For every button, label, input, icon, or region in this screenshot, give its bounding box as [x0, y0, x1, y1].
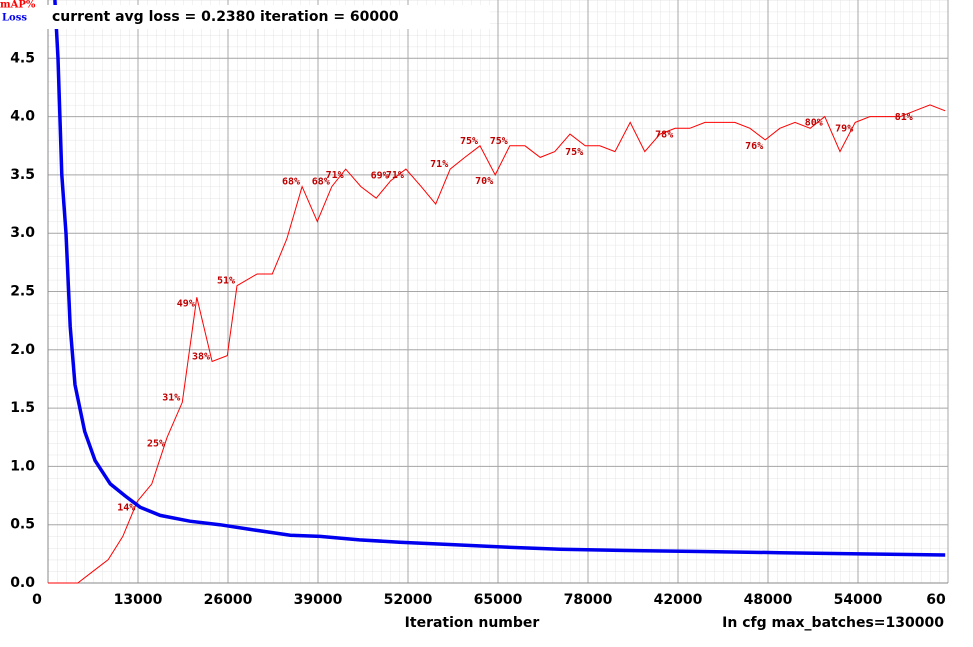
x-tick-label: 52000 [384, 592, 433, 608]
data-label: 71% [386, 170, 404, 181]
y-tick-label: 3.0 [10, 225, 35, 241]
data-label: 49% [177, 298, 195, 309]
x-tick-label: 42000 [654, 592, 703, 608]
y-tick-label: 1.0 [10, 458, 35, 474]
data-label: 79% [835, 123, 853, 134]
x-tick-label: 54000 [834, 592, 883, 608]
data-label: 31% [162, 392, 180, 403]
y-tick-label: 2.0 [10, 342, 35, 358]
data-label: 78% [655, 129, 673, 140]
data-label: 68% [312, 177, 330, 188]
y-tick-label: 0.5 [10, 517, 35, 533]
legend-label: Loss [2, 13, 27, 24]
data-label: 75% [565, 147, 583, 158]
y-tick-label: 4.0 [10, 109, 35, 125]
y-tick-label: 0.0 [10, 575, 35, 591]
data-label: 80% [805, 118, 823, 129]
x-tick-label: 60 [926, 592, 946, 608]
header-box [47, 5, 490, 29]
data-label: 70% [475, 176, 493, 187]
data-label: 81% [895, 112, 913, 123]
y-tick-label: 3.5 [10, 167, 35, 183]
data-label: 76% [745, 141, 763, 152]
data-label: 14% [117, 502, 135, 513]
data-label: 68% [282, 177, 300, 188]
footer: In cfg max_batches=130000 [722, 615, 944, 631]
marks: 14%25%31%49%38%51%68% 68%71% 69%71%71%75%7… [48, 0, 946, 584]
y-tick-label: 4.5 [10, 50, 35, 66]
data-label: 71% [326, 170, 344, 181]
data-label: 71% [430, 159, 448, 170]
x-tick-label: 13000 [114, 592, 163, 608]
x-tick-label: 39000 [294, 592, 343, 608]
data-label: 69% [371, 171, 389, 182]
series-line [48, 104, 946, 584]
header: current avg loss = 0.2380 iteration = 60… [52, 9, 399, 25]
x-axis-title: Iteration number [405, 615, 540, 631]
x-tick-label: 65000 [474, 592, 523, 608]
x-tick-label: 48000 [744, 592, 793, 608]
data-label: 51% [217, 276, 235, 287]
grid [47, 0, 949, 584]
data-label: 25% [147, 438, 165, 449]
y-tick-label: 1.5 [10, 400, 35, 416]
series-line [53, 0, 946, 557]
x-tick-label: 0 [32, 592, 42, 608]
legend-label: mAP% [0, 0, 36, 11]
data-label: 75% [490, 136, 508, 147]
x-tick-label: 26000 [204, 592, 253, 608]
data-label: 75% [460, 136, 478, 147]
x-tick-label: 78000 [564, 592, 613, 608]
y-tick-label: 2.5 [10, 284, 35, 300]
data-label: 38% [192, 351, 210, 362]
